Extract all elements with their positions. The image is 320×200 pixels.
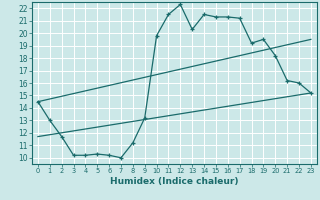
- X-axis label: Humidex (Indice chaleur): Humidex (Indice chaleur): [110, 177, 239, 186]
